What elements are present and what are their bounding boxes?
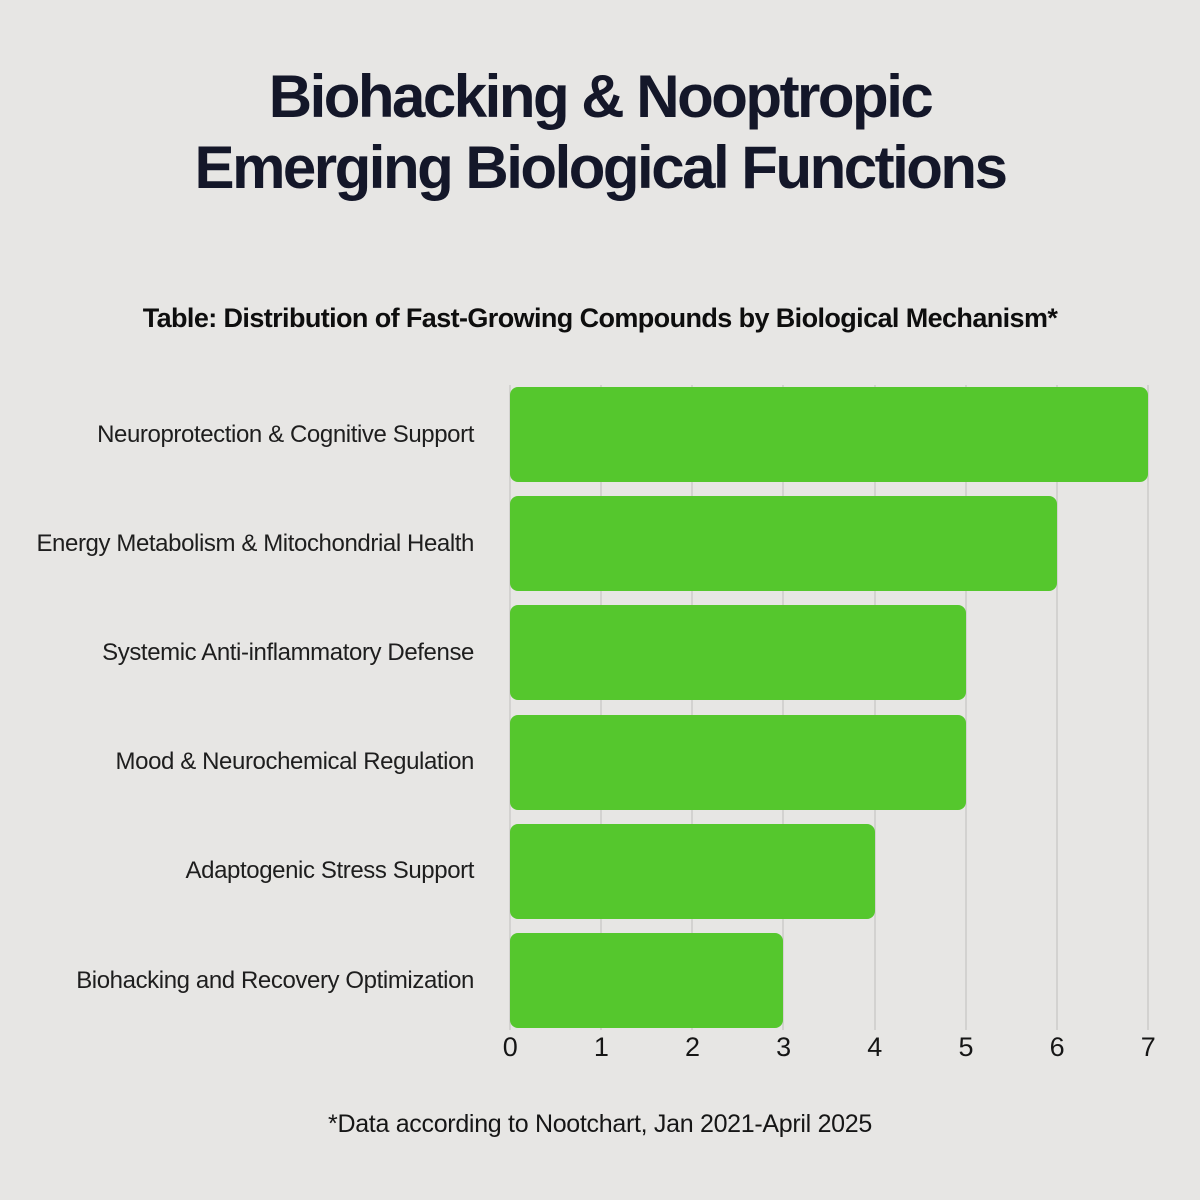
category-label: Mood & Neurochemical Regulation xyxy=(115,748,475,776)
footnote: *Data according to Nootchart, Jan 2021-A… xyxy=(328,1110,872,1138)
x-tick-label: 6 xyxy=(1049,1032,1065,1062)
x-tick-label: 3 xyxy=(776,1032,791,1062)
x-tick-label: 2 xyxy=(685,1032,700,1062)
page-title: Biohacking & Nooptropic Emerging Biologic… xyxy=(0,62,1200,204)
gridline xyxy=(964,385,967,1030)
bar xyxy=(510,823,875,919)
gridline xyxy=(600,385,603,1030)
gridline xyxy=(1055,385,1058,1030)
x-axis-ticks: 0 1 2 3 4 5 6 7 xyxy=(503,1032,1156,1066)
category-label: Adaptogenic Stress Support xyxy=(185,857,475,885)
chart-subtitle: Table: Distribution of Fast-Growing Comp… xyxy=(142,303,1058,333)
category-label: Systemic Anti-inflammatory Defense xyxy=(102,638,474,666)
bar xyxy=(510,387,1148,482)
x-tick-label: 0 xyxy=(502,1032,518,1062)
gridline xyxy=(782,385,785,1030)
gridline xyxy=(1147,385,1149,1030)
gridline xyxy=(873,385,876,1030)
bar xyxy=(510,605,966,701)
plot-area xyxy=(509,385,1149,1030)
page-title-line2: Emerging Biological Functions xyxy=(194,133,1008,201)
x-tick-label: 1 xyxy=(593,1032,609,1062)
page-title-line1: Biohacking & Nooptropic xyxy=(268,63,934,130)
category-label: Neuroprotection & Cognitive Support xyxy=(97,420,474,448)
category-label: Energy Metabolism & Mitochondrial Health xyxy=(36,529,474,557)
category-label: Biohacking and Recovery Optimization xyxy=(76,966,474,994)
gridline xyxy=(509,385,511,1030)
x-tick-label: 5 xyxy=(958,1032,973,1062)
bar xyxy=(510,496,1057,592)
x-tick-label: 4 xyxy=(867,1032,882,1062)
gridline xyxy=(691,385,694,1030)
category-labels: Neuroprotection & Cognitive Support Energ… xyxy=(0,385,492,1030)
x-tick-label: 7 xyxy=(1140,1032,1156,1062)
bar xyxy=(510,933,784,1028)
bar xyxy=(510,714,966,810)
